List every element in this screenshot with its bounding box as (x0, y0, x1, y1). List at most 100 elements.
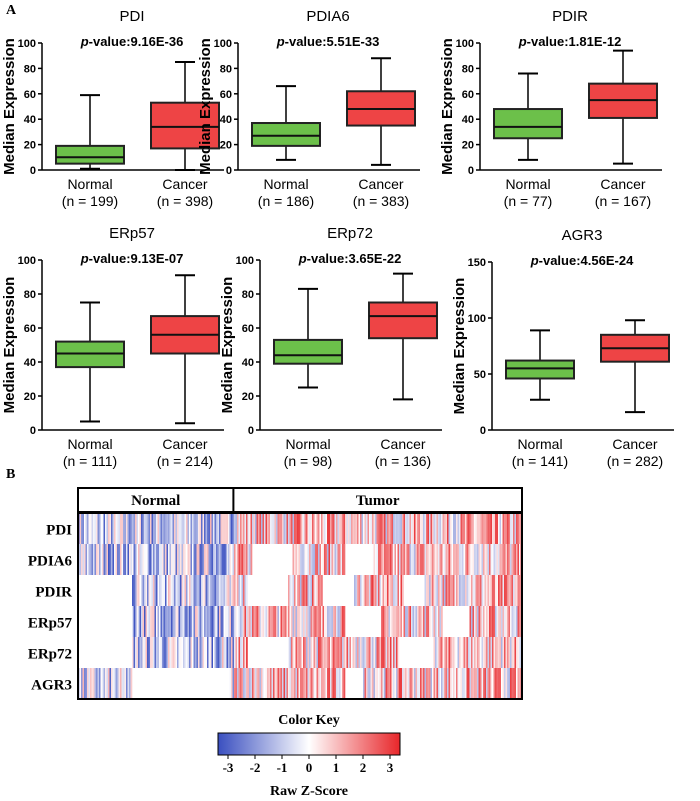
heatmap-cell (279, 606, 281, 637)
heatmap-cell (193, 606, 196, 637)
heatmap-cell (147, 575, 149, 606)
heatmap-cell (403, 544, 406, 575)
heatmap-row-agr3 (78, 668, 523, 699)
heatmap-cell (457, 575, 460, 606)
heatmap-cell (256, 668, 259, 699)
heatmap-cell (214, 544, 217, 575)
heatmap-cell (400, 513, 403, 544)
heatmap-cell (435, 637, 437, 668)
heatmap-cell (357, 513, 359, 544)
x-tick-label: Cancer (600, 176, 645, 192)
heatmap-cell (144, 637, 146, 668)
heatmap-cell (240, 668, 242, 699)
heatmap-cell (132, 637, 134, 668)
heatmap-cell (342, 513, 344, 544)
heatmap-cell (495, 513, 497, 544)
heatmap-cell (180, 513, 182, 544)
x-tick-label: Normal (285, 436, 330, 452)
box-iqr (493, 108, 563, 140)
heatmap-cell (165, 513, 167, 544)
heatmap-cell (465, 575, 467, 606)
heatmap-cell (249, 606, 251, 637)
heatmap-cell (330, 637, 332, 668)
heatmap-cell (322, 606, 325, 637)
heatmap-cell (261, 606, 263, 637)
heatmap-cell (508, 575, 511, 606)
heatmap-cell (117, 544, 119, 575)
box-cancer: Cancer(n = 398) (150, 61, 220, 209)
heatmap-cell (211, 637, 214, 668)
chart-title: PDIR (552, 8, 588, 25)
heatmap-cell (288, 637, 290, 668)
heatmap-cell (391, 668, 394, 699)
heatmap-cell (162, 513, 164, 544)
heatmap-cell (139, 513, 142, 544)
heatmap-cell (309, 544, 311, 575)
heatmap-cell (171, 544, 173, 575)
heatmap-cell (490, 544, 493, 575)
heatmap-cell (133, 606, 136, 637)
heatmap-cell (238, 637, 241, 668)
heatmap-cell (94, 513, 97, 544)
heatmap-cell (87, 668, 89, 699)
heatmap-cell (456, 513, 458, 544)
heatmap-cell (241, 637, 244, 668)
heatmap-cell (391, 575, 394, 606)
heatmap-cell (496, 513, 499, 544)
group-n-label: (n = 77) (504, 193, 553, 209)
heatmap-cell (166, 575, 169, 606)
heatmap-cell (424, 606, 427, 637)
heatmap-cell (411, 513, 413, 544)
heatmap-cell (130, 544, 133, 575)
heatmap-cell (516, 606, 518, 637)
heatmap-cell (174, 513, 176, 544)
heatmap-cell (265, 668, 268, 699)
heatmap-cell (492, 668, 494, 699)
heatmap-cell (126, 668, 128, 699)
heatmap-cell (384, 606, 386, 637)
y-tick-label: 60 (242, 323, 254, 335)
heatmap-cell (294, 606, 296, 637)
y-tick-label: 0 (30, 165, 36, 177)
heatmap-cell (438, 575, 440, 606)
color-key-title: Color Key (278, 713, 340, 728)
heatmap-cell (264, 668, 266, 699)
heatmap-cell (426, 606, 428, 637)
heatmap-cell (268, 606, 271, 637)
heatmap-cell (414, 668, 416, 699)
heatmap-cell (460, 637, 463, 668)
box-normal: Normal(n = 199) (55, 94, 125, 209)
heatmap-cell (169, 544, 172, 575)
heatmap-cell (484, 637, 487, 668)
heatmap-cell (321, 637, 323, 668)
heatmap-cell (505, 575, 508, 606)
heatmap-cell (297, 668, 299, 699)
heatmap-cell (138, 544, 140, 575)
heatmap-cell (256, 513, 259, 544)
heatmap-cell (264, 606, 266, 637)
heatmap-cell (148, 637, 151, 668)
heatmap-cell (394, 668, 397, 699)
heatmap-cell (277, 606, 280, 637)
color-key-tick-label: -1 (277, 760, 288, 775)
heatmap-cell (246, 575, 248, 606)
heatmap-cell (403, 606, 406, 637)
heatmap-cell (268, 513, 271, 544)
heatmap-cell (280, 606, 283, 637)
p-value-label: p-value:4.56E-24 (530, 253, 634, 268)
heatmap-cell (387, 637, 389, 668)
heatmap-cell (97, 668, 100, 699)
heatmap-cell (138, 513, 140, 544)
heatmap-cell (87, 544, 89, 575)
heatmap-cell (88, 513, 91, 544)
heatmap-cell (280, 513, 283, 544)
heatmap-cell (397, 513, 400, 544)
heatmap-cell (189, 575, 191, 606)
heatmap-cell (472, 575, 475, 606)
heatmap-cell (339, 513, 341, 544)
heatmap-cell (484, 544, 487, 575)
heatmap-cell (343, 513, 346, 544)
heatmap-cell (118, 513, 121, 544)
heatmap-cell (435, 575, 437, 606)
heatmap-cell (384, 637, 386, 668)
